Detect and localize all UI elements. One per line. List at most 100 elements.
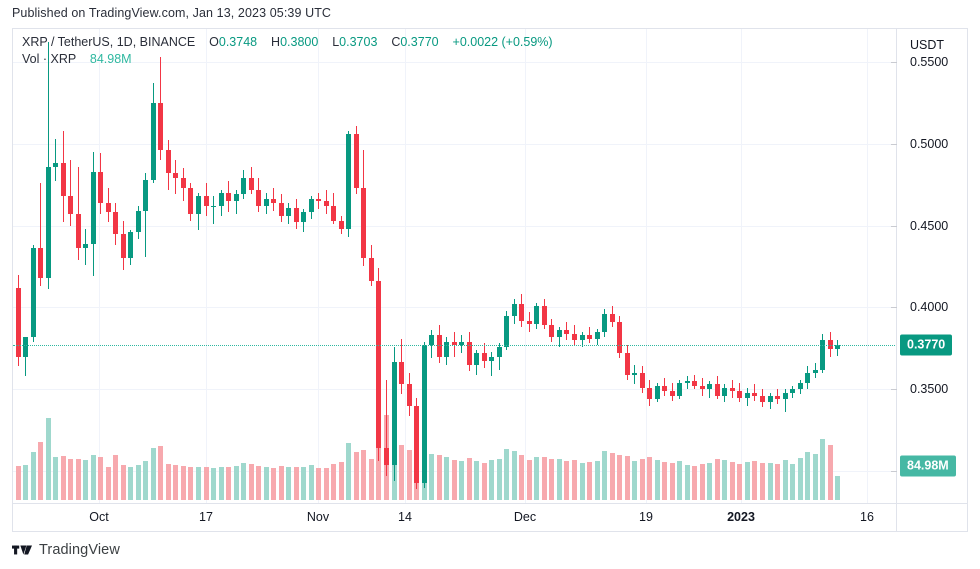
candle-up	[429, 335, 435, 346]
volume-bar	[406, 449, 412, 500]
volume-bar	[797, 457, 803, 500]
candle-down	[120, 233, 126, 259]
volume-bar	[128, 466, 134, 500]
volume-bar	[263, 466, 269, 500]
candle-up	[835, 345, 841, 349]
candle-down	[541, 305, 547, 326]
volume-bar	[248, 463, 254, 500]
candle-up	[459, 341, 465, 346]
price-scale[interactable]: USDT 0.55000.50000.45000.40000.35000.300…	[891, 29, 967, 504]
candle-wick	[145, 173, 147, 257]
volume-bar	[662, 461, 668, 500]
volume-bar	[241, 463, 247, 500]
volume-bar	[564, 460, 570, 500]
grid-line-vertical	[867, 29, 868, 504]
last-price-badge[interactable]: 0.3770	[900, 334, 953, 356]
volume-bar	[451, 459, 457, 500]
candle-up	[241, 178, 247, 195]
grid-line-vertical	[99, 29, 100, 504]
candle-down	[519, 304, 525, 321]
candle-up	[391, 361, 397, 465]
candle-down	[226, 192, 232, 201]
candle-up	[211, 205, 217, 207]
volume-bar	[556, 459, 562, 500]
price-axis-label: 0.5500	[910, 55, 949, 69]
candle-up	[632, 372, 638, 375]
volume-bar	[669, 462, 675, 500]
candle-up	[83, 243, 89, 249]
volume-bar	[83, 460, 89, 500]
candle-up	[707, 384, 713, 390]
candle-down	[414, 405, 420, 483]
candle-wick	[318, 192, 320, 210]
candle-down	[368, 258, 374, 282]
candle-wick	[634, 364, 636, 385]
price-axis-tick	[891, 226, 897, 227]
volume-bar	[195, 466, 201, 500]
candle-up	[195, 196, 201, 215]
candle-wick	[273, 187, 275, 211]
candle-up	[23, 336, 29, 357]
candle-wick	[40, 182, 42, 287]
candle-down	[759, 395, 765, 403]
candle-down	[338, 220, 344, 229]
volume-bar	[511, 451, 517, 500]
volume-badge[interactable]: 84.98M	[900, 455, 956, 477]
candle-down	[647, 387, 653, 400]
candle-up	[30, 248, 36, 337]
volume-bar	[233, 466, 239, 500]
candle-down	[60, 163, 66, 197]
volume-bar	[218, 467, 224, 500]
candle-up	[820, 340, 826, 370]
volume-bar	[549, 458, 555, 500]
candle-up	[511, 304, 517, 316]
price-axis-label: 0.3500	[910, 382, 949, 396]
volume-bar	[436, 454, 442, 500]
volume-bar	[489, 460, 495, 500]
volume-bar	[504, 449, 510, 500]
volume-bar	[729, 462, 735, 500]
candle-wick	[213, 196, 215, 224]
candle-wick	[77, 166, 79, 260]
candle-down	[256, 189, 262, 206]
volume-bar	[519, 454, 525, 500]
price-axis-tick	[891, 389, 897, 390]
candle-down	[587, 335, 593, 339]
candle-down	[383, 448, 389, 465]
candle-down	[165, 150, 171, 174]
volume-bar	[617, 454, 623, 500]
volume-bar	[805, 451, 811, 500]
volume-bar	[143, 461, 149, 500]
grid-line-horizontal	[13, 62, 897, 63]
chart-plot-area[interactable]	[13, 29, 897, 504]
candle-up	[496, 346, 502, 357]
volume-bar	[827, 445, 833, 500]
candle-down	[331, 205, 337, 221]
candle-down	[248, 178, 254, 190]
candle-up	[556, 330, 562, 337]
candle-up	[308, 199, 314, 213]
candle-up	[722, 387, 728, 396]
grid-line-vertical	[206, 29, 207, 504]
candle-down	[15, 287, 21, 357]
candle-down	[68, 196, 74, 215]
volume-bar	[699, 464, 705, 500]
grid-line-vertical	[646, 29, 647, 504]
volume-bar	[684, 465, 690, 500]
time-scale[interactable]: Oct 17 Nov 14 Dec 19 2023 16	[13, 503, 897, 531]
volume-bar	[188, 467, 194, 500]
volume-bar	[429, 453, 435, 500]
volume-bar	[105, 466, 111, 500]
candle-up	[677, 382, 683, 396]
candle-down	[549, 325, 555, 337]
time-axis-label: Oct	[89, 510, 109, 524]
volume-bar	[534, 456, 540, 500]
volume-bar	[444, 457, 450, 500]
candle-up	[233, 194, 239, 201]
volume-bar	[571, 460, 577, 500]
candle-wick	[498, 343, 500, 370]
volume-bar	[639, 459, 645, 500]
volume-bar	[150, 447, 156, 500]
volume-bar	[256, 465, 262, 500]
volume-bar	[737, 463, 743, 500]
